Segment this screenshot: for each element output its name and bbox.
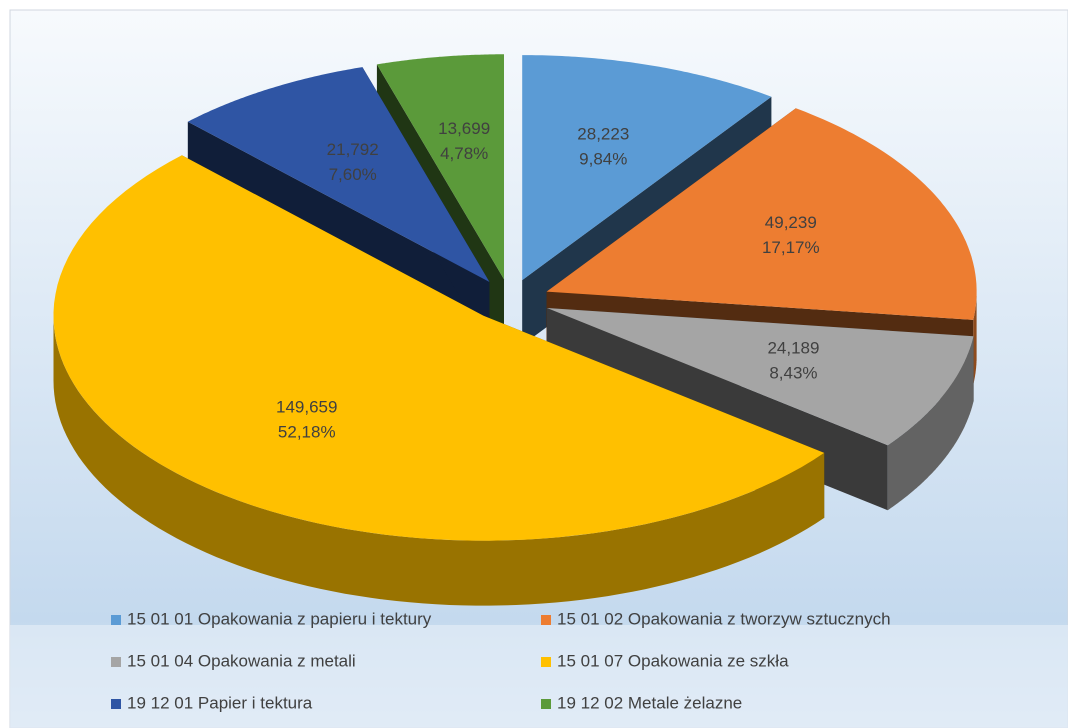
data-label: 28,223 [577,125,629,144]
slice-top [187,67,490,282]
data-label: 49,239 [765,213,817,232]
legend-swatch [111,657,121,667]
slice-top [376,54,504,280]
legend-swatch [541,657,551,667]
slice-top [53,155,825,541]
percent-label: 4,78% [440,144,488,163]
percent-label: 7,60% [329,165,377,184]
slice-side [887,336,974,511]
legend-swatch [111,615,121,625]
percent-label: 8,43% [769,364,817,383]
percent-label: 17,17% [762,238,820,257]
slice-top [546,108,977,320]
slice [547,308,974,511]
legend-swatch [111,699,121,709]
data-label: 149,659 [276,398,337,417]
data-label: 13,699 [438,119,490,138]
legend-background [10,625,1068,728]
data-label: 21,792 [327,140,379,159]
legend-label: 19 12 01 Papier i tektura [127,693,313,712]
slice-top [547,308,974,446]
slice [53,155,825,606]
slice-side [53,315,825,606]
legend-label: 15 01 07 Opakowania ze szkła [557,651,789,670]
legend-label: 15 01 02 Opakowania z tworzyw sztucznych [557,609,891,628]
data-label: 24,189 [767,339,819,358]
legend-label: 19 12 02 Metale żelazne [557,693,742,712]
legend-label: 15 01 04 Opakowania z metali [127,651,356,670]
slice-top [522,55,772,281]
legend-swatch [541,699,551,709]
legend-label: 15 01 01 Opakowania z papieru i tektury [127,609,432,628]
legend-swatch [541,615,551,625]
percent-label: 9,84% [579,150,627,169]
slice-side [973,291,977,385]
percent-label: 52,18% [278,423,336,442]
